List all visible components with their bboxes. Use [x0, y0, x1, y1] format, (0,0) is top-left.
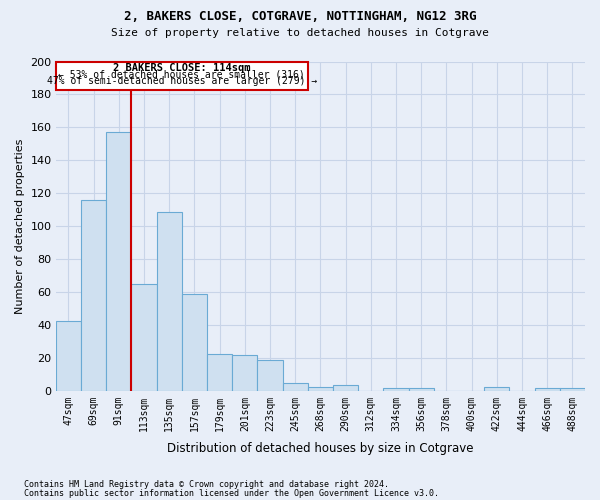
Bar [257, 360, 283, 392]
Text: 47% of semi-detached houses are larger (279) →: 47% of semi-detached houses are larger (… [47, 76, 317, 86]
Text: Size of property relative to detached houses in Cotgrave: Size of property relative to detached ho… [111, 28, 489, 38]
X-axis label: Distribution of detached houses by size in Cotgrave: Distribution of detached houses by size … [167, 442, 473, 455]
Y-axis label: Number of detached properties: Number of detached properties [15, 139, 25, 314]
Text: Contains HM Land Registry data © Crown copyright and database right 2024.: Contains HM Land Registry data © Crown c… [24, 480, 389, 489]
FancyBboxPatch shape [56, 62, 308, 90]
Bar [232, 355, 257, 392]
Bar [81, 200, 106, 392]
Bar [283, 383, 308, 392]
Bar [535, 388, 560, 392]
Text: ← 53% of detached houses are smaller (316): ← 53% of detached houses are smaller (31… [58, 70, 305, 80]
Bar [106, 132, 131, 392]
Bar [333, 385, 358, 392]
Bar [56, 320, 81, 392]
Bar [157, 212, 182, 392]
Bar [383, 388, 409, 392]
Text: 2 BAKERS CLOSE: 114sqm: 2 BAKERS CLOSE: 114sqm [113, 63, 251, 73]
Text: 2, BAKERS CLOSE, COTGRAVE, NOTTINGHAM, NG12 3RG: 2, BAKERS CLOSE, COTGRAVE, NOTTINGHAM, N… [124, 10, 476, 23]
Bar [308, 386, 333, 392]
Bar [409, 388, 434, 392]
Bar [182, 294, 207, 392]
Bar [560, 388, 585, 392]
Bar [207, 354, 232, 392]
Bar [484, 386, 509, 392]
Text: Contains public sector information licensed under the Open Government Licence v3: Contains public sector information licen… [24, 489, 439, 498]
Bar [131, 284, 157, 392]
